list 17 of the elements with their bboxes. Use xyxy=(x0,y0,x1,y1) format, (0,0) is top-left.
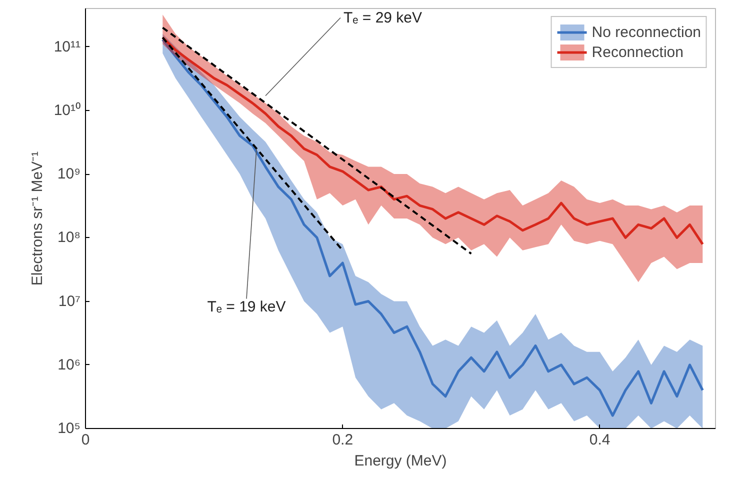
x-axis-title: Energy (MeV) xyxy=(354,452,447,470)
legend-label: Reconnection xyxy=(592,44,684,60)
x-tick-label: 0.2 xyxy=(332,432,354,448)
y-tick-label: 10¹¹ xyxy=(54,38,81,56)
annotation: Tₑ = 19 keV xyxy=(207,298,286,316)
legend-label: No reconnection xyxy=(592,24,701,40)
x-tick-label: 0.4 xyxy=(589,432,610,448)
y-tick-label: 10¹⁰ xyxy=(54,102,81,119)
y-tick-label: 10⁵ xyxy=(58,420,81,437)
x-tick-label: 0 xyxy=(81,432,90,448)
line-series xyxy=(161,36,704,246)
y-axis-title: Electrons sr⁻¹ MeV⁻¹ xyxy=(28,151,46,286)
annotation: Tₑ = 29 keV xyxy=(344,9,422,26)
y-tick-label: 10⁷ xyxy=(58,292,81,310)
y-tick-label: 10⁶ xyxy=(58,356,80,374)
y-tick-label: 10⁹ xyxy=(57,166,80,183)
y-tick-label: 10⁸ xyxy=(57,229,81,246)
